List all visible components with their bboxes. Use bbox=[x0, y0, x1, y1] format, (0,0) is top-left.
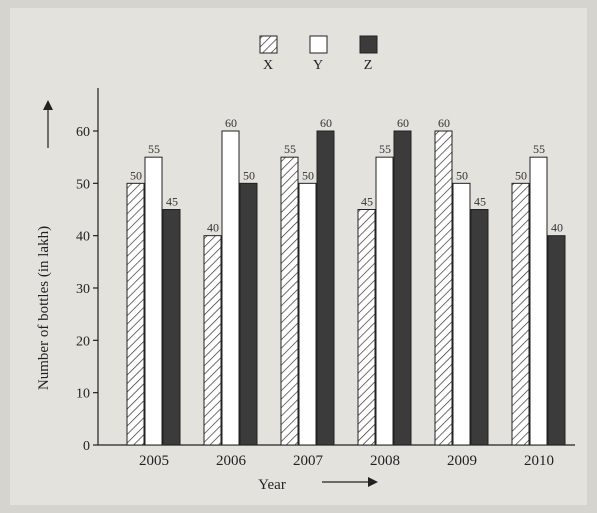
data-label: 60 bbox=[397, 116, 409, 130]
bar-y-2008 bbox=[375, 156, 394, 446]
bar-y-2005 bbox=[144, 156, 163, 446]
data-label: 60 bbox=[438, 116, 450, 130]
y-axis-title: Number of bottles (in lakh) bbox=[36, 226, 52, 390]
bars bbox=[126, 130, 566, 446]
x-tick-label: 2005 bbox=[139, 453, 169, 469]
y-tick-label: 10 bbox=[76, 387, 90, 402]
bar-z-2006 bbox=[239, 182, 258, 446]
y-tick-label: 40 bbox=[76, 230, 90, 245]
data-label: 60 bbox=[225, 116, 237, 130]
bar-z-2009 bbox=[470, 209, 489, 446]
data-label: 45 bbox=[361, 195, 373, 209]
data-label: 50 bbox=[515, 168, 527, 182]
data-label: 55 bbox=[284, 142, 296, 156]
bar-y-2009 bbox=[452, 182, 471, 446]
y-tick-label: 20 bbox=[76, 334, 90, 349]
data-label: 55 bbox=[148, 142, 160, 156]
chart-container: X Y Z 0 10 20 30 40 50 60 50 55 45 2005 40 60 50 2006 55… bbox=[10, 8, 587, 505]
bar-x-2009 bbox=[434, 130, 453, 446]
bar-x-2005 bbox=[126, 182, 145, 446]
bar-z-2008 bbox=[393, 130, 412, 446]
x-tick-label: 2006 bbox=[216, 453, 247, 469]
bar-z-2010 bbox=[547, 235, 566, 446]
data-label: 50 bbox=[302, 168, 314, 182]
data-label: 50 bbox=[243, 168, 255, 182]
bar-y-2006 bbox=[221, 130, 240, 446]
data-label: 55 bbox=[533, 142, 545, 156]
y-tick-label: 30 bbox=[76, 282, 90, 297]
legend-swatch-z bbox=[359, 35, 378, 54]
data-label: 50 bbox=[456, 168, 468, 182]
legend-label-z: Z bbox=[364, 58, 373, 73]
data-label: 55 bbox=[379, 142, 391, 156]
legend-swatch-y bbox=[309, 35, 328, 54]
y-tick-label: 50 bbox=[76, 177, 90, 192]
x-arrow-head bbox=[368, 477, 378, 487]
bar-x-2006 bbox=[203, 235, 222, 446]
x-axis-title: Year bbox=[258, 477, 286, 493]
legend-swatch-x bbox=[259, 35, 278, 54]
bar-x-2007 bbox=[280, 156, 299, 446]
labels: 50 55 45 2005 40 60 50 2006 55 50 60 2007 45 55 60 2008… bbox=[130, 116, 563, 469]
x-tick-label: 2010 bbox=[524, 453, 554, 469]
bar-chart: X Y Z 0 10 20 30 40 50 60 50 55 45 2005 40 60 50 2006 55… bbox=[36, 35, 575, 493]
y-tick-label: 60 bbox=[76, 125, 90, 140]
bar-z-2005 bbox=[162, 209, 181, 446]
legend-label-y: Y bbox=[313, 58, 323, 73]
data-label: 60 bbox=[320, 116, 332, 130]
bar-x-2010 bbox=[511, 182, 530, 446]
x-tick-label: 2008 bbox=[370, 453, 400, 469]
y-tick-label: 0 bbox=[83, 439, 90, 454]
bar-y-2010 bbox=[529, 156, 548, 446]
bar-y-2007 bbox=[298, 182, 317, 446]
legend-label-x: X bbox=[263, 58, 273, 73]
data-label: 45 bbox=[474, 195, 486, 209]
legend: X Y Z bbox=[259, 35, 378, 73]
y-arrow-head bbox=[43, 100, 53, 110]
bar-z-2007 bbox=[316, 130, 335, 446]
bar-x-2008 bbox=[357, 209, 376, 446]
data-label: 45 bbox=[166, 195, 178, 209]
data-label: 40 bbox=[551, 221, 563, 235]
x-tick-label: 2007 bbox=[293, 453, 324, 469]
data-label: 40 bbox=[207, 221, 219, 235]
data-label: 50 bbox=[130, 168, 142, 182]
x-tick-label: 2009 bbox=[447, 453, 477, 469]
